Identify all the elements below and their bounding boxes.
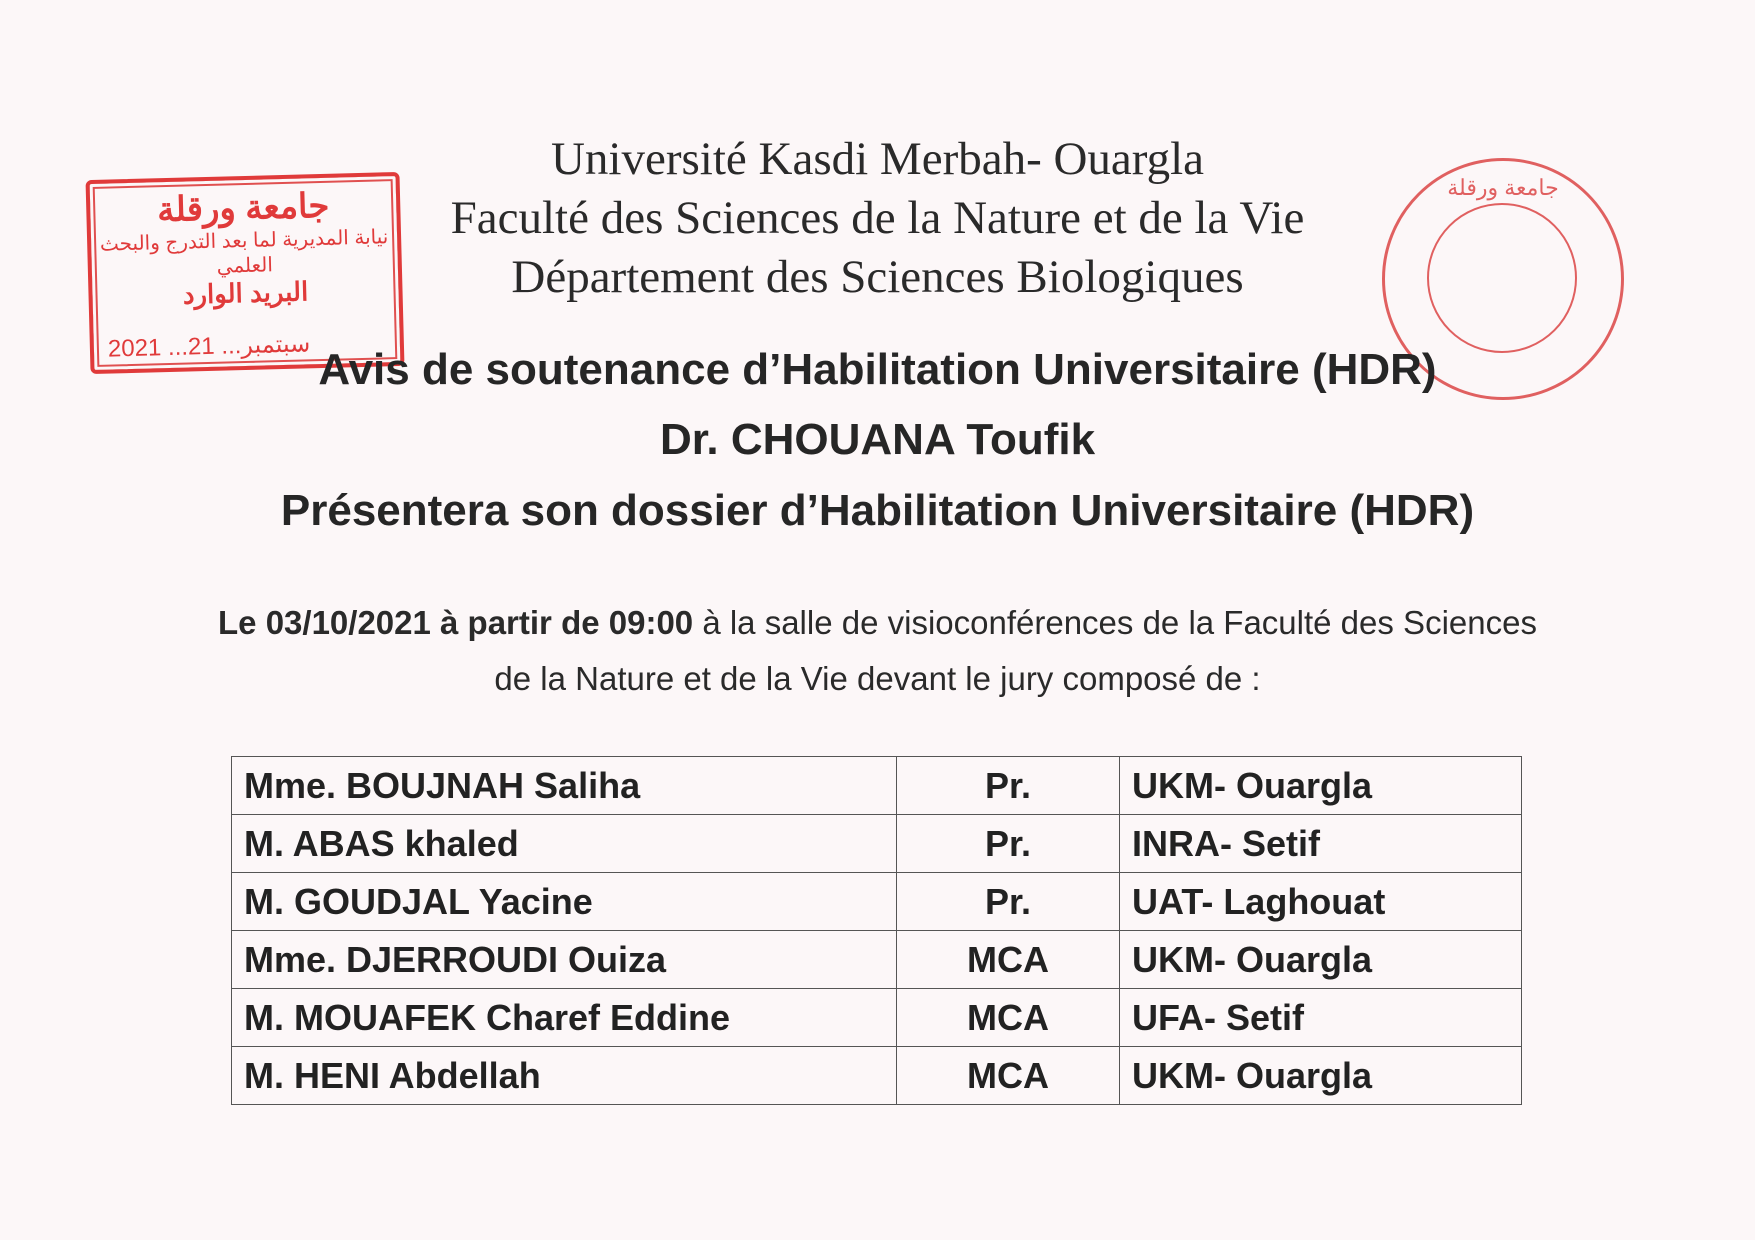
jury-grade: MCA xyxy=(896,988,1120,1047)
jury-institution: UAT- Laghouat xyxy=(1119,872,1522,931)
jury-name: Mme. DJERROUDI Ouiza xyxy=(231,930,897,989)
jury-table: Mme. BOUJNAH Saliha Pr. UKM- Ouargla M. ABA… xyxy=(231,756,1522,1105)
jury-row: M. ABAS khaled Pr. INRA- Setif xyxy=(231,814,1522,873)
jury-row: M. GOUDJAL Yacine Pr. UAT- Laghouat xyxy=(231,872,1522,931)
stamp-line: البريد الوارد xyxy=(182,276,309,310)
jury-institution: INRA- Setif xyxy=(1119,814,1522,873)
jury-institution: UKM- Ouargla xyxy=(1119,930,1522,989)
announcement-line-2: de la Nature et de la Vie devant le jury… xyxy=(494,660,1261,697)
jury-grade: MCA xyxy=(896,1046,1120,1105)
jury-name: M. HENI Abdellah xyxy=(231,1046,897,1105)
department-name: Département des Sciences Biologiques xyxy=(511,251,1244,303)
faculty-name: Faculté des Sciences de la Nature et de … xyxy=(450,192,1305,244)
jury-row: Mme. BOUJNAH Saliha Pr. UKM- Ouargla xyxy=(231,756,1522,815)
notice-title: Avis de soutenance d’Habilitation Univer… xyxy=(318,345,1437,394)
jury-row: M. MOUAFEK Charef Eddine MCA UFA- Setif xyxy=(231,988,1522,1047)
jury-name: M. ABAS khaled xyxy=(231,814,897,873)
jury-name: M. GOUDJAL Yacine xyxy=(231,872,897,931)
jury-name: M. MOUAFEK Charef Eddine xyxy=(231,988,897,1047)
jury-name: Mme. BOUJNAH Saliha xyxy=(231,756,897,815)
jury-institution: UKM- Ouargla xyxy=(1119,756,1522,815)
date-time: Le 03/10/2021 à partir de 09:00 xyxy=(218,604,694,641)
seal-text: جامعة ورقلة xyxy=(1447,175,1559,200)
received-mail-stamp: جامعة ورقلة نيابة المديرية لما بعد التدر… xyxy=(85,171,405,375)
notice-subtitle: Présentera son dossier d’Habilitation Un… xyxy=(280,486,1475,535)
location-text: à la salle de visioconférences de la Fac… xyxy=(693,604,1537,641)
announcement-line-1: Le 03/10/2021 à partir de 09:00 à la sal… xyxy=(0,604,1755,642)
stamp-line: نيابة المديرية لما بعد التدرج والبحث الع… xyxy=(99,226,389,278)
candidate-name: Dr. CHOUANA Toufik xyxy=(659,415,1096,464)
jury-row: Mme. DJERROUDI Ouiza MCA UKM- Ouargla xyxy=(231,930,1522,989)
jury-grade: MCA xyxy=(896,930,1120,989)
jury-grade: Pr. xyxy=(896,872,1120,931)
jury-grade: Pr. xyxy=(896,814,1120,873)
jury-grade: Pr. xyxy=(896,756,1120,815)
department-seal: جامعة ورقلة xyxy=(1382,158,1624,400)
university-name: Université Kasdi Merbah- Ouargla xyxy=(550,133,1205,185)
jury-institution: UFA- Setif xyxy=(1119,988,1522,1047)
jury-row: M. HENI Abdellah MCA UKM- Ouargla xyxy=(231,1046,1522,1105)
jury-institution: UKM- Ouargla xyxy=(1119,1046,1522,1105)
